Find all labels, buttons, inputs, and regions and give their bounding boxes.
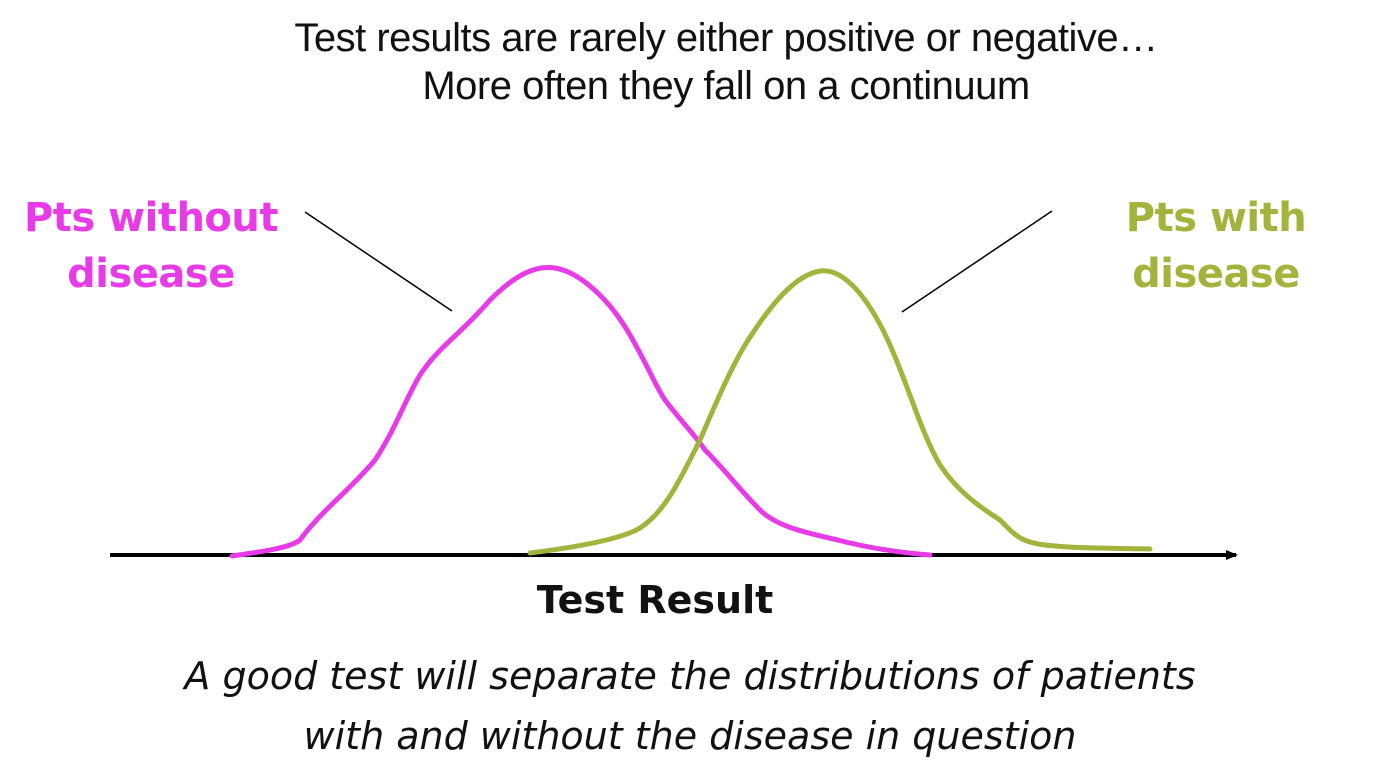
leader-line-without-disease bbox=[304, 211, 453, 312]
label-with-disease-line-1: Pts with bbox=[1125, 195, 1307, 241]
slide-title: Test results are rarely either positive … bbox=[0, 14, 1396, 110]
caption-line-2: with and without the disease in question bbox=[303, 714, 1077, 758]
label-with-disease: Pts with disease bbox=[1100, 190, 1332, 302]
label-without-disease-line-1: Pts without bbox=[23, 195, 279, 241]
leader-line-with-disease bbox=[901, 210, 1053, 313]
title-line-2: More often they fall on a continuum bbox=[422, 64, 1030, 108]
label-with-disease-line-2: disease bbox=[1132, 251, 1300, 297]
without-disease-curve bbox=[229, 264, 933, 559]
label-without-disease-line-2: disease bbox=[67, 251, 235, 297]
title-line-1: Test results are rarely either positive … bbox=[294, 16, 1158, 60]
x-axis-label: Test Result bbox=[536, 578, 774, 622]
caption-line-1: A good test will separate the distributi… bbox=[184, 654, 1196, 698]
caption: A good test will separate the distributi… bbox=[0, 646, 1380, 766]
with-disease-curve bbox=[527, 268, 1153, 556]
label-without-disease: Pts without disease bbox=[20, 190, 282, 302]
